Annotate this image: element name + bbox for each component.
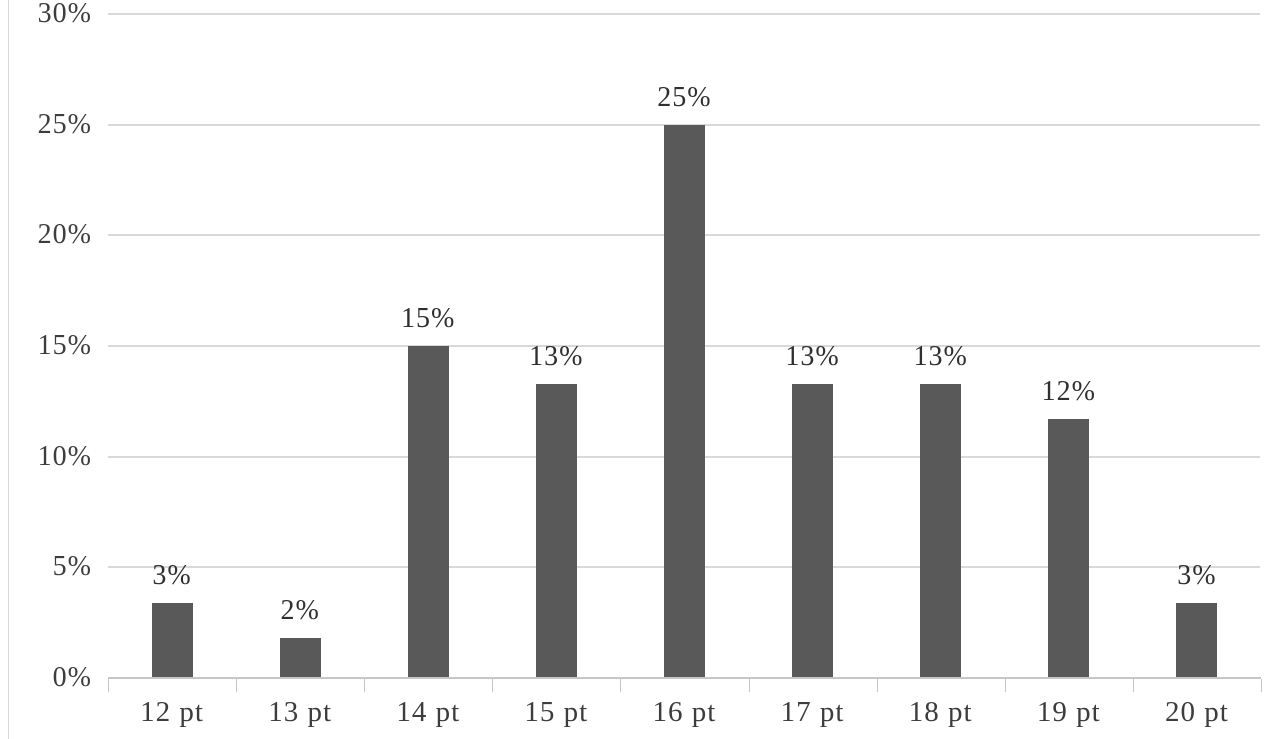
- x-tick-label-18-pt: 18 pt: [908, 696, 973, 728]
- bar-12-pt: [151, 602, 193, 678]
- x-tick-label-12-pt: 12 pt: [140, 696, 204, 728]
- bar-13-pt: [279, 638, 321, 678]
- x-tick-label-16-pt: 16 pt: [652, 696, 717, 728]
- bar-15-pt: [535, 383, 577, 678]
- y-tick-label-10%: 10%: [37, 440, 92, 472]
- bar-value-label-15-pt: 13%: [529, 340, 584, 372]
- bar-value-label-18-pt: 13%: [913, 340, 968, 372]
- chart-left-border: [8, 0, 9, 739]
- x-tick-label-13-pt: 13 pt: [268, 696, 333, 728]
- x-tick-label-17-pt: 17 pt: [780, 696, 845, 728]
- x-tick-label-14-pt: 14 pt: [396, 696, 461, 728]
- x-axis-tick: [236, 679, 238, 692]
- y-tick-label-20%: 20%: [37, 219, 92, 251]
- bar-18-pt: [920, 383, 962, 678]
- bar-17-pt: [792, 383, 834, 678]
- x-tick-label-15-pt: 15 pt: [524, 696, 589, 728]
- bar-value-label-16-pt: 25%: [657, 81, 712, 113]
- plot-area: 3% 2% 15% 13% 25% 13% 13% 12% 3%: [108, 0, 1260, 678]
- x-axis-tick: [364, 679, 366, 692]
- y-tick-label-15%: 15%: [37, 330, 92, 361]
- bar-value-label-14-pt: 15%: [401, 303, 456, 334]
- bar-20-pt: [1176, 602, 1218, 678]
- bar-14-pt: [407, 346, 449, 678]
- y-tick-label-0%: 0%: [52, 662, 92, 693]
- bar-value-label-13-pt: 2%: [280, 595, 320, 627]
- x-axis-tick: [492, 679, 494, 692]
- gridline-30%: [108, 13, 1260, 15]
- x-axis-tick: [1132, 679, 1134, 692]
- x-tick-label-19-pt: 19 pt: [1036, 696, 1101, 728]
- x-axis-tick: [108, 679, 109, 692]
- x-axis-line: [108, 677, 1261, 679]
- x-axis-tick: [876, 679, 878, 692]
- bar-value-label-20-pt: 3%: [1177, 559, 1217, 591]
- y-tick-label-30%: 30%: [37, 0, 92, 29]
- x-axis-tick: [1261, 679, 1262, 692]
- x-axis-tick: [620, 679, 622, 692]
- bar-16-pt: [664, 124, 705, 678]
- y-tick-label-25%: 25%: [37, 108, 92, 140]
- y-tick-label-5%: 5%: [52, 551, 92, 583]
- bar-value-label-19-pt: 12%: [1041, 376, 1096, 408]
- x-axis-tick: [748, 679, 750, 692]
- x-axis-tick: [1004, 679, 1006, 692]
- x-tick-label-20-pt: 20 pt: [1164, 696, 1229, 728]
- bar-19-pt: [1048, 419, 1090, 678]
- bar-value-label-12-pt: 3%: [152, 559, 192, 591]
- bar-value-label-17-pt: 13%: [785, 340, 840, 372]
